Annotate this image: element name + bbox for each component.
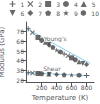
svg-text:6: 6	[20, 10, 24, 17]
svg-text:9: 9	[74, 10, 78, 17]
svg-text:50: 50	[16, 48, 24, 55]
svg-text:1: 1	[20, 1, 24, 8]
svg-text:60: 60	[16, 38, 24, 45]
svg-text:40: 40	[16, 57, 24, 64]
svg-text:Temperature (K): Temperature (K)	[31, 94, 89, 102]
svg-text:70: 70	[16, 28, 24, 35]
svg-text:Shear: Shear	[43, 65, 61, 72]
svg-text:7: 7	[38, 10, 42, 17]
svg-text:200: 200	[36, 84, 48, 91]
svg-text:3: 3	[56, 1, 60, 8]
svg-text:600: 600	[66, 84, 78, 91]
svg-text:400: 400	[51, 84, 63, 91]
svg-text:5: 5	[92, 1, 96, 8]
svg-text:Modulus (GPa): Modulus (GPa)	[0, 26, 6, 77]
svg-text:4: 4	[74, 1, 78, 8]
svg-text:10: 10	[91, 10, 99, 17]
svg-text:2: 2	[38, 1, 42, 8]
svg-text:20: 20	[16, 77, 24, 84]
svg-text:800: 800	[81, 84, 93, 91]
svg-text:8: 8	[56, 10, 60, 17]
svg-text:30: 30	[16, 67, 24, 74]
svg-text:Young's: Young's	[43, 35, 67, 43]
